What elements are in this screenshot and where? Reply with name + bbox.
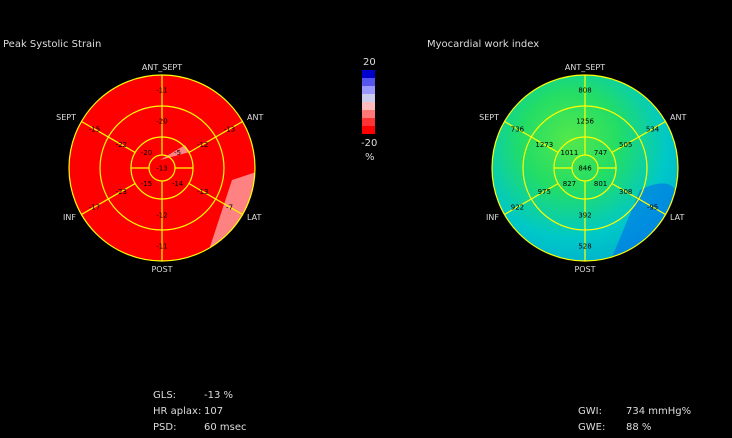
- colorbar-step: [362, 118, 375, 126]
- label-post: POST: [574, 265, 595, 274]
- basal-segment-value: 534: [646, 126, 660, 134]
- colorbar-step: [362, 102, 375, 110]
- label-inf: INF: [486, 213, 499, 222]
- label-sept: SEPT: [56, 113, 76, 122]
- basal-segment-value: -17: [89, 204, 100, 212]
- mid-segment-value: 1256: [576, 118, 594, 126]
- colorbar-step: [362, 70, 375, 78]
- stat-gwe: GWE: 88 %: [578, 422, 718, 438]
- colorbar-step: [362, 94, 375, 102]
- mid-segment-value: -23: [116, 188, 127, 196]
- mid-segment-value: 505: [619, 141, 632, 149]
- work-panel-title: Myocardial work index: [427, 39, 540, 50]
- stat-gwe-value: 88 %: [626, 422, 652, 433]
- basal-segment-value: -11: [156, 87, 167, 95]
- apical-segment-value: 747: [594, 149, 607, 157]
- work-segment-values: 808 534 -95 528 922 736 1256 505 308 392 975 1273 74…: [511, 87, 660, 251]
- mid-segment-value: -12: [197, 141, 208, 149]
- colorbar-step: [362, 86, 375, 94]
- stat-hr-label: HR aplax:: [153, 406, 202, 417]
- spoke: [188, 182, 243, 216]
- label-lat: LAT: [670, 213, 684, 222]
- spoke: [188, 120, 243, 154]
- mid-segment-value: -12: [156, 212, 167, 220]
- spoke: [81, 120, 136, 154]
- stat-gwi: GWI: 734 mmHg%: [578, 406, 718, 422]
- mid-segment-value: -22: [116, 141, 127, 149]
- stat-psd: PSD: 60 msec: [153, 422, 273, 438]
- spoke: [611, 182, 666, 216]
- strain-colorbar: [362, 70, 375, 134]
- basal-segment-value: 808: [578, 87, 591, 95]
- label-inf: INF: [63, 213, 76, 222]
- mid-segment-value: -20: [156, 118, 167, 126]
- apical-segment-value: -14: [172, 180, 184, 188]
- stat-gls-label: GLS:: [153, 390, 177, 401]
- apical-segment-value: 827: [563, 180, 576, 188]
- strain-panel-title: Peak Systolic Strain: [3, 39, 102, 50]
- apex-value: 846: [578, 165, 592, 173]
- stats-right: GWI: 734 mmHg% GWE: 88 %: [578, 406, 718, 438]
- stat-hr: HR aplax: 107: [153, 406, 273, 422]
- strain-direction-labels: ANT_SEPT ANT LAT POST INF SEPT: [56, 63, 263, 274]
- basal-segment-value: 922: [511, 204, 524, 212]
- mid-segment-value: 308: [619, 188, 632, 196]
- spoke: [81, 182, 136, 216]
- strain-segment-values: -11 -13 -7 -11 -17 -15 -20 -12 -13 -12 -23 -22 -5 -14…: [89, 87, 236, 251]
- label-ant: ANT: [247, 113, 263, 122]
- basal-segment-value: -7: [226, 204, 233, 212]
- strain-grid-lines: [68, 74, 256, 262]
- apical-segment-value: -20: [141, 149, 152, 157]
- mid-segment-value: -13: [197, 188, 208, 196]
- label-lat: LAT: [247, 213, 261, 222]
- stat-psd-label: PSD:: [153, 422, 177, 433]
- label-sept: SEPT: [479, 113, 499, 122]
- spoke: [611, 120, 666, 154]
- mid-segment-value: 1273: [535, 141, 553, 149]
- apical-segment-value: 801: [594, 180, 607, 188]
- colorbar-unit-label: %: [365, 152, 375, 163]
- colorbar-max-label: 20: [363, 57, 376, 68]
- basal-segment-value: -11: [156, 243, 167, 251]
- label-ant-sept: ANT_SEPT: [565, 63, 605, 72]
- spoke: [504, 120, 559, 154]
- colorbar-min-label: -20: [361, 138, 378, 149]
- label-ant-sept: ANT_SEPT: [142, 63, 182, 72]
- basal-segment-value: -13: [224, 126, 235, 134]
- colorbar-step: [362, 126, 375, 134]
- label-post: POST: [151, 265, 172, 274]
- apex-value: -13: [156, 165, 167, 173]
- stat-gwe-label: GWE:: [578, 422, 606, 433]
- mid-segment-value: 392: [578, 212, 591, 220]
- apical-segment-value: -5: [174, 149, 181, 157]
- work-direction-labels: ANT_SEPT ANT LAT POST INF SEPT: [479, 63, 686, 274]
- basal-segment-value: 528: [578, 243, 591, 251]
- apical-segment-value: -15: [141, 180, 152, 188]
- stat-gwi-value: 734 mmHg%: [626, 406, 692, 417]
- apical-segment-value: 1011: [561, 149, 579, 157]
- mid-segment-value: 975: [538, 188, 551, 196]
- stat-gls: GLS: -13 %: [153, 390, 273, 406]
- stat-hr-value: 107: [204, 406, 224, 417]
- stat-gls-value: -13 %: [204, 390, 234, 401]
- basal-segment-value: -15: [89, 126, 100, 134]
- basal-segment-value: -95: [647, 204, 658, 212]
- stat-psd-value: 60 msec: [204, 422, 247, 433]
- colorbar-step: [362, 110, 375, 118]
- stats-left: GLS: -13 % HR aplax: 107 PSD: 60 msec: [153, 390, 273, 438]
- work-grid-lines: [491, 74, 679, 262]
- spoke: [504, 182, 559, 216]
- colorbar-step: [362, 78, 375, 86]
- basal-segment-value: 736: [511, 126, 525, 134]
- stat-gwi-label: GWI:: [578, 406, 602, 417]
- label-ant: ANT: [670, 113, 686, 122]
